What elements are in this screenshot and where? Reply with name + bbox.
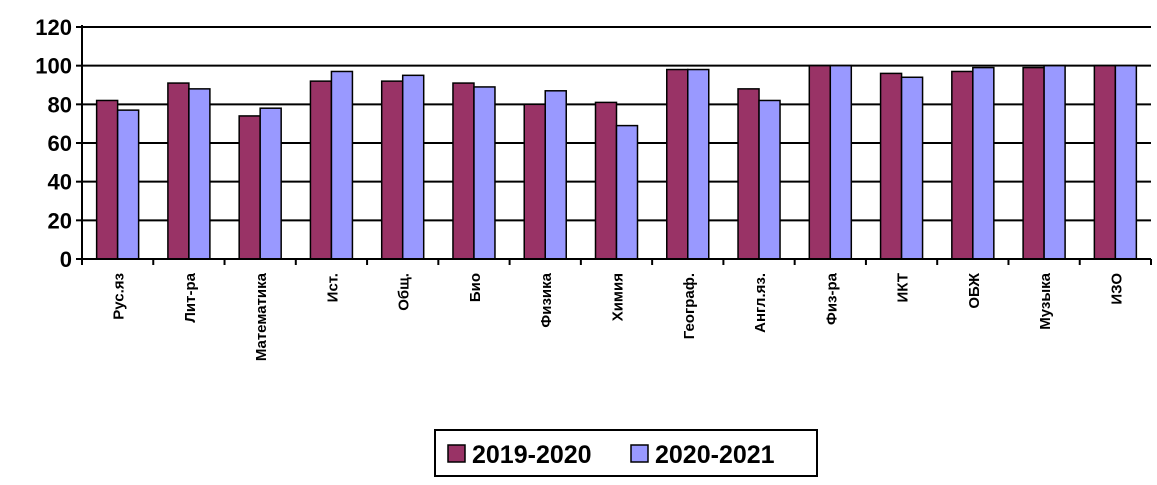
x-tick-label: Био [467,273,484,302]
bar-series1 [1022,66,1045,260]
legend-box [434,429,818,477]
x-tick-label: ИКТ [895,273,912,302]
bar-series2 [473,86,496,260]
legend-label: 2019-2020 [472,441,592,469]
y-tick-label: 20 [48,208,72,233]
y-tick-label: 40 [48,170,72,195]
legend-label: 2020-2021 [655,441,775,469]
bar-series1 [879,72,903,260]
bar-series2 [259,107,282,260]
y-tick-label: 120 [35,15,72,40]
bar-series1 [95,99,119,260]
bar-series2 [900,76,924,260]
bar-series2 [615,124,639,260]
bar-series1 [380,80,404,260]
bar-series2 [972,66,995,260]
bar-series2 [758,99,781,260]
bar-series1 [238,115,261,260]
bar-series2 [1043,64,1066,260]
x-tick-label: Химия [610,273,627,321]
x-tick-label: Общ. [396,273,413,311]
x-tick-label: Англ.яз. [752,273,769,333]
x-tick-label: Физ-ра [823,272,840,325]
x-tick-label: Математика [253,272,270,361]
y-tick-label: 60 [48,131,72,156]
x-tick-labels: Рус.яз Лит-ра Математика Ист. Общ. Био Физика Х… [111,272,1126,361]
legend-swatch [630,444,649,463]
bar-series1 [594,101,618,260]
y-tick-labels: 0 20 40 60 80 100 120 [35,15,72,272]
y-tick-label: 100 [35,54,72,79]
x-tick-label: Музыка [1037,272,1054,329]
bar-series1 [452,82,475,260]
bar-series2 [330,70,354,260]
x-tick-label: ИЗО [1108,273,1125,305]
legend-swatch [447,444,466,463]
axes [76,25,1152,265]
x-tick-label: Ист. [324,273,341,302]
x-tick-label: Лит-ра [182,272,199,322]
bar-series2 [1114,64,1138,260]
bars [95,64,1138,260]
bar-series2 [829,64,853,260]
bar-series1 [737,88,760,260]
bar-series1 [951,70,974,260]
bar-series1 [666,68,689,260]
x-tick-label: ОБЖ [966,273,983,309]
y-tick-label: 80 [48,92,72,117]
x-tick-label: Географ. [681,273,698,339]
bar-series1 [523,103,546,260]
bar-series2 [116,109,140,260]
bar-series1 [167,82,190,260]
bar-series2 [544,90,567,260]
legend: 2019-2020 2020-2021 [434,429,818,477]
y-tick-label: 0 [60,247,72,272]
bar-series1 [309,80,333,260]
bar-series1 [1093,64,1117,260]
x-tick-label: Рус.яз [111,273,128,320]
bar-series1 [808,64,832,260]
x-tick-label: Физика [538,272,555,327]
bar-series2 [401,74,425,260]
bar-series2 [188,88,211,260]
bar-series2 [687,68,710,260]
